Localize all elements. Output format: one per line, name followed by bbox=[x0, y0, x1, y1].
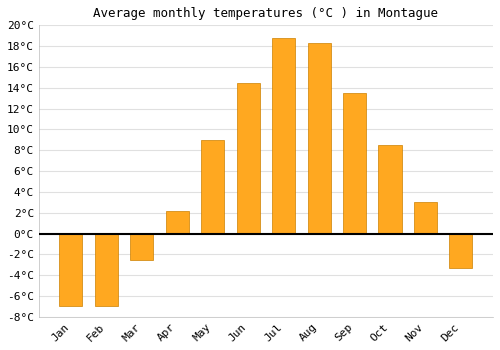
Bar bbox=[450, 233, 472, 268]
Bar bbox=[236, 83, 260, 233]
Bar bbox=[95, 233, 118, 306]
Bar bbox=[166, 211, 189, 233]
Title: Average monthly temperatures (°C ) in Montague: Average monthly temperatures (°C ) in Mo… bbox=[94, 7, 438, 20]
Bar bbox=[414, 202, 437, 233]
Bar bbox=[130, 233, 154, 260]
Bar bbox=[308, 43, 330, 233]
Bar bbox=[343, 93, 366, 233]
Bar bbox=[272, 38, 295, 233]
Bar bbox=[378, 145, 402, 233]
Bar bbox=[201, 140, 224, 233]
Bar bbox=[60, 233, 82, 306]
